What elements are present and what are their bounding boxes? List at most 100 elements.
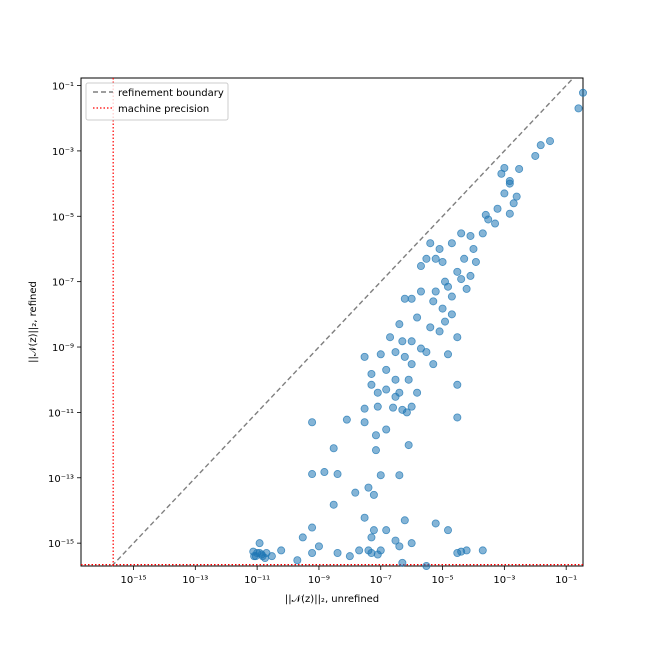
data-point — [364, 483, 373, 492]
data-point — [462, 546, 471, 555]
data-point — [407, 402, 416, 411]
data-point — [400, 516, 409, 525]
data-point — [308, 418, 317, 427]
data-point — [333, 548, 342, 557]
data-point — [431, 287, 440, 296]
data-point — [416, 344, 425, 353]
x-axis-label: ||𝒩(z)||₂, unrefined — [285, 594, 379, 605]
data-point — [320, 468, 329, 477]
data-point — [491, 219, 500, 228]
data-point — [402, 408, 411, 417]
data-point — [444, 350, 453, 359]
data-point — [407, 294, 416, 303]
data-point — [469, 244, 478, 253]
data-point — [371, 446, 380, 455]
y-tick-label: 10⁻⁷ — [52, 278, 74, 289]
data-point — [579, 88, 588, 97]
data-point — [360, 513, 369, 522]
x-tick-label: 10⁻³ — [493, 575, 515, 586]
data-point — [435, 327, 444, 336]
y-axis-ticks: 10⁻¹⁵ 10⁻¹³ 10⁻¹¹ 10⁻⁹ 10⁻⁷ 10⁻⁵ 10⁻³ 10⁻¹ — [48, 82, 81, 550]
data-point — [376, 471, 385, 480]
y-tick-label: 10⁻¹³ — [48, 474, 74, 485]
data-point — [367, 380, 376, 389]
data-point — [431, 254, 440, 263]
data-point — [422, 562, 431, 571]
x-tick-label: 10⁻¹ — [555, 575, 577, 586]
data-point — [391, 375, 400, 384]
data-point — [398, 558, 407, 567]
data-point — [351, 488, 360, 497]
data-point — [453, 380, 462, 389]
data-point — [574, 104, 583, 113]
data-point — [404, 375, 413, 384]
y-tick-label: 10⁻¹ — [52, 82, 74, 93]
data-point — [345, 552, 354, 561]
data-point — [471, 257, 480, 266]
data-point — [444, 526, 453, 535]
data-point — [500, 189, 509, 198]
data-point — [360, 418, 369, 427]
x-axis-ticks: 10⁻¹⁵ 10⁻¹³ 10⁻¹¹ 10⁻⁹ 10⁻⁷ 10⁻⁵ 10⁻³ 10⁻¹ — [120, 566, 577, 586]
data-point — [373, 388, 382, 397]
x-tick-label: 10⁻⁷ — [370, 575, 392, 586]
data-point — [426, 239, 435, 248]
data-point — [422, 254, 431, 263]
data-point — [484, 215, 493, 224]
data-point — [416, 262, 425, 271]
data-point — [382, 385, 391, 394]
data-point — [391, 536, 400, 545]
data-point — [293, 556, 302, 565]
data-point — [400, 352, 409, 361]
data-point — [413, 313, 422, 322]
scatter-points — [249, 88, 588, 571]
x-tick-label: 10⁻¹¹ — [244, 575, 270, 586]
data-point — [536, 141, 545, 150]
data-point — [395, 471, 404, 480]
data-point — [395, 542, 404, 551]
x-tick-label: 10⁻⁵ — [432, 575, 454, 586]
legend: refinement boundary machine precision — [85, 82, 229, 121]
y-tick-label: 10⁻¹¹ — [48, 408, 74, 419]
legend-machine-precision-label: machine precision — [118, 104, 209, 115]
plot-area — [80, 77, 588, 571]
data-point — [376, 350, 385, 359]
data-point — [431, 519, 440, 528]
data-point — [438, 257, 447, 266]
x-tick-label: 10⁻¹⁵ — [120, 575, 146, 586]
data-point — [407, 360, 416, 369]
legend-refinement-boundary-label: refinement boundary — [118, 88, 224, 99]
axes-frame — [80, 77, 584, 567]
data-point — [391, 348, 400, 357]
data-point — [329, 500, 338, 509]
data-point — [308, 470, 317, 479]
data-point — [416, 287, 425, 296]
data-point — [367, 369, 376, 378]
data-point — [447, 239, 456, 248]
y-tick-label: 10⁻⁵ — [52, 212, 74, 223]
data-point — [457, 229, 466, 238]
data-point — [255, 539, 264, 548]
data-point — [413, 388, 422, 397]
data-point — [314, 542, 323, 551]
data-point — [308, 548, 317, 557]
data-point — [342, 415, 351, 424]
x-tick-label: 10⁻¹³ — [182, 575, 208, 586]
data-point — [386, 333, 395, 342]
data-point — [512, 192, 521, 201]
data-point — [493, 204, 502, 213]
data-point — [441, 317, 450, 326]
data-point — [329, 444, 338, 453]
data-point — [382, 425, 391, 434]
data-point — [404, 441, 413, 450]
data-point — [453, 413, 462, 422]
data-point — [460, 254, 469, 263]
data-point — [435, 244, 444, 253]
data-point — [369, 526, 378, 535]
data-point — [382, 365, 391, 374]
data-point — [369, 490, 378, 499]
y-axis-label: ||𝒩(z)||₂, refined — [28, 281, 39, 363]
data-point — [298, 533, 307, 542]
data-point — [500, 163, 509, 172]
